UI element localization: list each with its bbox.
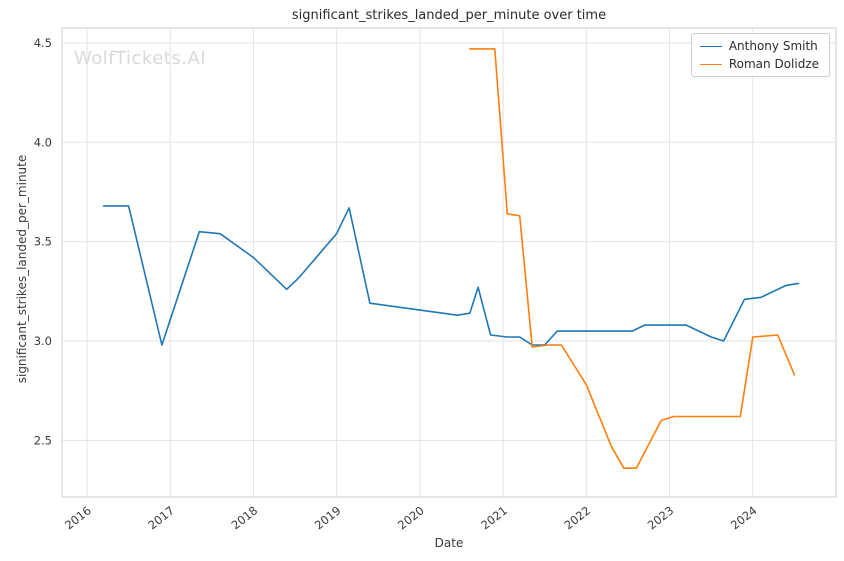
x-tick-label: 2022 (561, 503, 593, 532)
legend-line-swatch (699, 63, 722, 65)
y-tick-label: 3.0 (34, 334, 52, 348)
legend-label: Roman Dolidze (728, 57, 819, 71)
series-line-anthony-smith (102, 205, 800, 346)
y-tick-label: 2.5 (34, 433, 52, 447)
plot-border (61, 27, 837, 498)
x-tick-label: 2018 (229, 503, 261, 532)
legend-item-anthony-smith: Anthony Smith (699, 39, 819, 53)
x-axis-label: Date (434, 536, 464, 550)
legend-label: Anthony Smith (728, 39, 818, 53)
x-tick-label: 2024 (728, 503, 760, 532)
x-tick-label: 2023 (645, 503, 677, 532)
watermark: WolfTickets.AI (74, 48, 207, 69)
legend-item-roman-dolidze: Roman Dolidze (699, 57, 819, 71)
y-axis-label: significant_strikes_landed_per_minute (15, 154, 29, 384)
y-tick-label: 4.0 (34, 135, 52, 149)
legend-line-swatch (699, 45, 722, 47)
legend: Anthony Smith Roman Dolidze (690, 33, 830, 77)
x-tick-label: 2019 (312, 503, 344, 532)
x-tick-label: 2017 (145, 503, 177, 532)
series-line-roman-dolidze (468, 48, 796, 470)
chart-title: significant_strikes_landed_per_minute ov… (291, 8, 607, 23)
y-tick-label: 3.5 (34, 235, 52, 249)
x-tick-label: 2016 (62, 503, 94, 532)
y-tick-label: 4.5 (34, 36, 52, 50)
x-tick-label: 2021 (478, 503, 510, 532)
x-tick-label: 2020 (395, 503, 427, 532)
